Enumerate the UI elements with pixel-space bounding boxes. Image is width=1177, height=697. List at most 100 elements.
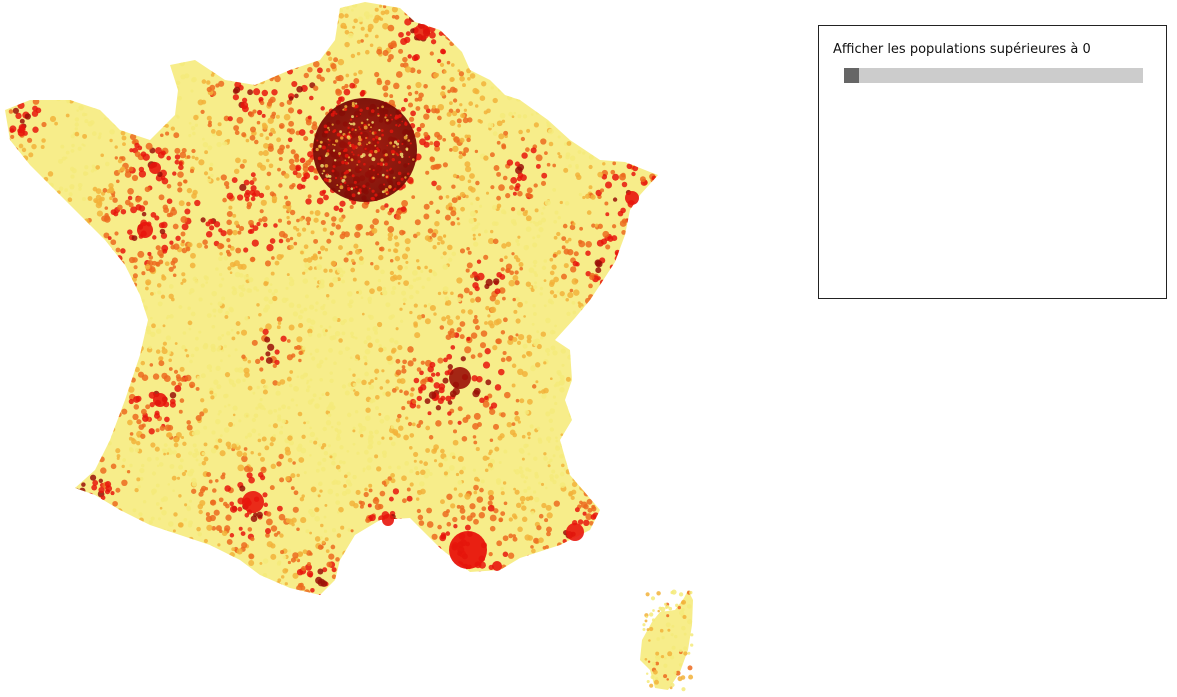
commune-dot <box>379 490 386 497</box>
commune-dot <box>107 294 113 300</box>
commune-dot <box>629 389 634 394</box>
commune-dot <box>449 27 455 33</box>
commune-dot <box>335 464 341 470</box>
commune-dot <box>90 495 96 501</box>
commune-dot <box>227 244 232 249</box>
commune-dot <box>233 263 236 267</box>
commune-dot <box>555 436 558 440</box>
commune-dot <box>161 106 168 112</box>
commune-dot <box>456 504 461 509</box>
commune-dot <box>5 15 9 21</box>
commune-dot <box>445 531 451 536</box>
commune-dot <box>109 103 113 107</box>
commune-dot <box>55 300 60 304</box>
commune-dot <box>307 66 313 73</box>
commune-dot <box>507 18 511 22</box>
commune-dot <box>364 371 369 377</box>
commune-dot <box>621 51 627 57</box>
commune-dot <box>41 241 47 247</box>
commune-dot <box>498 518 503 523</box>
commune-dot <box>319 378 323 382</box>
commune-dot <box>520 95 526 100</box>
commune-dot <box>16 434 22 440</box>
commune-dot <box>277 167 281 172</box>
commune-dot <box>407 91 413 97</box>
commune-dot <box>184 469 188 473</box>
commune-dot <box>75 15 80 21</box>
commune-dot <box>446 493 453 500</box>
commune-dot <box>210 14 215 19</box>
commune-dot <box>279 5 284 10</box>
commune-dot <box>127 419 133 426</box>
commune-dot <box>349 585 354 590</box>
commune-dot <box>14 172 18 177</box>
commune-dot <box>19 118 25 124</box>
commune-dot <box>140 408 147 415</box>
commune-dot <box>489 514 497 522</box>
commune-dot <box>52 525 58 531</box>
commune-dot <box>74 122 79 127</box>
commune-dot <box>322 227 327 232</box>
commune-dot <box>459 27 466 34</box>
commune-dot <box>243 367 250 374</box>
commune-dot <box>546 121 549 124</box>
commune-dot <box>263 407 266 411</box>
commune-dot <box>236 564 242 570</box>
commune-dot <box>509 270 514 276</box>
commune-dot <box>347 291 353 297</box>
commune-dot <box>80 245 86 250</box>
commune-dot <box>473 241 479 247</box>
commune-dot <box>450 63 455 67</box>
commune-dot <box>5 391 9 395</box>
commune-dot <box>619 359 623 363</box>
commune-dot <box>545 348 551 353</box>
commune-dot <box>175 453 181 459</box>
commune-dot <box>39 31 43 35</box>
commune-dot <box>217 69 224 76</box>
commune-dot <box>92 61 96 65</box>
commune-dot <box>606 350 610 355</box>
commune-dot <box>156 74 160 78</box>
commune-dot <box>147 251 152 256</box>
commune-dot <box>122 458 126 462</box>
commune-dot <box>179 151 187 159</box>
france-population-svg[interactable] <box>0 0 800 697</box>
commune-dot <box>235 378 241 384</box>
commune-dot <box>108 299 112 303</box>
commune-dot <box>97 531 102 536</box>
commune-dot <box>657 477 658 483</box>
commune-dot <box>588 185 593 190</box>
commune-dot <box>365 533 371 538</box>
commune-dot <box>219 252 223 256</box>
commune-dot <box>355 378 362 384</box>
commune-dot <box>355 540 360 546</box>
commune-dot <box>10 389 14 393</box>
commune-dot <box>592 115 599 122</box>
commune-dot <box>644 347 648 350</box>
commune-dot <box>89 120 95 125</box>
commune-dot <box>457 196 462 200</box>
commune-dot <box>472 318 479 325</box>
commune-dot <box>372 497 380 505</box>
commune-dot <box>451 197 458 204</box>
commune-dot <box>521 516 528 523</box>
commune-dot <box>569 155 576 161</box>
commune-dot <box>513 30 518 36</box>
commune-dot <box>594 302 599 307</box>
population-map[interactable] <box>0 0 800 697</box>
commune-dot <box>286 64 291 69</box>
commune-dot <box>117 204 123 211</box>
commune-dot <box>424 468 430 474</box>
commune-dot <box>256 385 260 390</box>
commune-dot <box>32 407 37 413</box>
commune-dot <box>63 91 69 97</box>
commune-dot <box>413 459 417 463</box>
commune-dot <box>218 409 222 414</box>
commune-dot <box>481 81 487 87</box>
commune-dot <box>635 363 639 367</box>
commune-dot <box>205 512 210 517</box>
commune-dot <box>579 425 583 429</box>
commune-dot <box>474 325 481 331</box>
commune-dot <box>150 331 156 338</box>
commune-dot <box>312 121 318 127</box>
